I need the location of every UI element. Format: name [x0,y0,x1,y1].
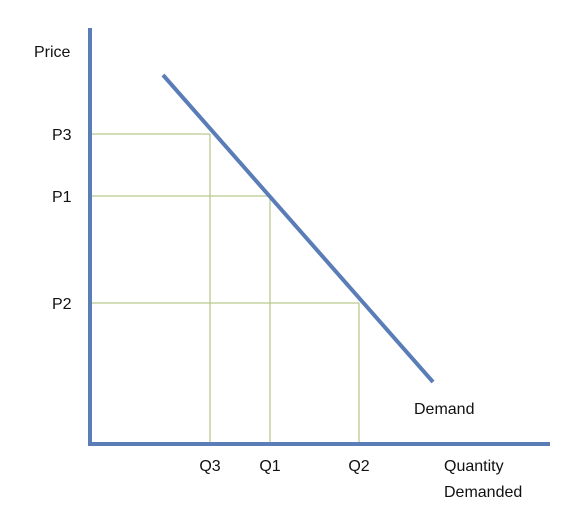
x-axis-label-line1: Quantity [444,458,504,475]
price-label-p1: P1 [52,189,72,206]
demand-curve-label: Demand [414,401,474,418]
price-label-p3: P3 [52,127,72,144]
demand-line [161,73,435,384]
y-axis-label: Price [34,44,71,61]
quantity-label-q3: Q3 [199,458,220,475]
guide-lines [90,133,360,445]
quantity-label-q1: Q1 [259,458,280,475]
price-label-p2: P2 [52,296,72,313]
quantity-label-q2: Q2 [348,458,369,475]
x-axis-label-line2: Demanded [444,484,522,501]
